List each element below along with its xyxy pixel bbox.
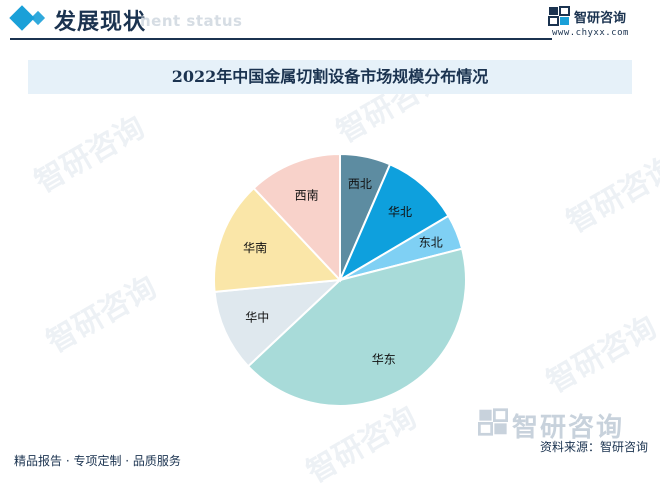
pie-slice-1 [337, 163, 450, 283]
section-ghost-text: nent status [140, 12, 243, 30]
brand-url: www.chyxx.com [552, 28, 629, 38]
pie-slice-4 [213, 278, 343, 368]
pie-slice-3 [246, 247, 467, 407]
chart-title-band: 2022年中国金属切割设备市场规模分布情况 [28, 60, 632, 94]
brand-logo-icon [548, 6, 570, 26]
pie-slice-label-1: 华北 [388, 205, 412, 219]
pie-slice-label-5: 华南 [243, 240, 267, 255]
section-title: 发展现状 [54, 10, 147, 35]
pie-slice-label-3: 华东 [372, 353, 396, 367]
footer-logo-text: 智研咨询 [512, 413, 625, 443]
pie-slice-label-4: 华中 [245, 309, 269, 324]
source-note: 资料来源：智研咨询 [539, 440, 648, 454]
brand: 智研咨询 www.chyxx.com [548, 6, 648, 42]
chart-title: 2022年中国金属切割设备市场规模分布情况 [171, 67, 489, 86]
pie-slice-6 [252, 152, 341, 283]
pie-slice-label-6: 西南 [295, 188, 319, 203]
pie-slice-label-0: 西北 [348, 177, 372, 191]
header-rule [10, 38, 552, 40]
pie-slice-label-2: 东北 [419, 235, 443, 249]
footer-logo-icon [478, 408, 508, 436]
footer-logo: 智研咨询 [478, 407, 622, 443]
brand-name: 智研咨询 [574, 11, 627, 26]
pie-slice-5 [213, 186, 343, 293]
footer-tagline: 精品报告 · 专项定制 · 品质服务 [14, 454, 181, 468]
section-header: 发展现状 nent status 智研咨询 www.chyxx.com [0, 0, 660, 44]
